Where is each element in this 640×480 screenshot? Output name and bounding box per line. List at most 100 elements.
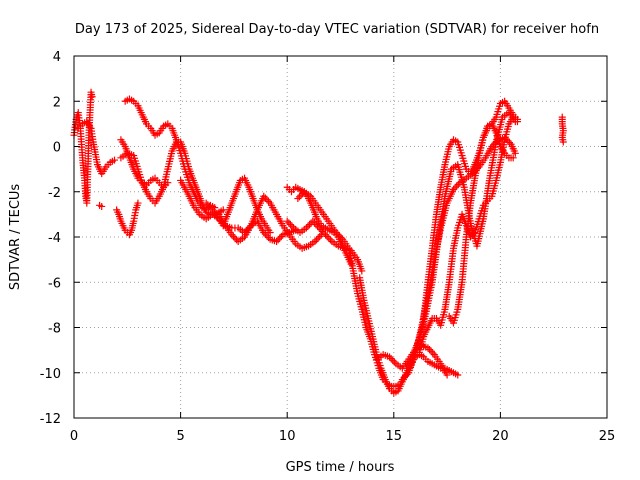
data-point (316, 232, 324, 240)
data-point (398, 376, 406, 384)
data-point (111, 156, 119, 164)
data-point (325, 234, 333, 242)
data-point (322, 231, 330, 239)
data-point (389, 356, 397, 364)
data-point (207, 204, 215, 212)
series-track-g (117, 136, 170, 191)
data-point (285, 219, 293, 227)
data-point (424, 344, 432, 352)
y-tick-label: 0 (53, 141, 61, 156)
data-point (274, 236, 282, 244)
y-tick-label: -10 (40, 367, 61, 382)
data-point (231, 234, 239, 242)
data-point (323, 232, 331, 240)
data-point (288, 222, 296, 230)
data-point (427, 347, 435, 355)
x-tick-label: 25 (599, 429, 616, 444)
data-point (261, 194, 269, 202)
data-point (318, 227, 326, 235)
data-point (283, 217, 291, 225)
data-point (304, 222, 312, 230)
data-point (402, 372, 410, 380)
y-tick-label: -12 (40, 412, 61, 427)
data-point (332, 228, 340, 236)
data-point (314, 234, 322, 242)
data-point (265, 234, 273, 242)
series-track-n (356, 274, 460, 397)
x-tick-label: 0 (70, 429, 78, 444)
data-point (205, 202, 213, 210)
data-point (311, 238, 319, 246)
data-point (337, 234, 345, 242)
data-point (390, 358, 398, 366)
data-point (426, 346, 434, 354)
chart-title: Day 173 of 2025, Sidereal Day-to-day VTE… (75, 22, 599, 37)
series-track-d (113, 201, 141, 239)
data-point (88, 93, 96, 101)
data-point (559, 138, 567, 146)
data-point (228, 231, 236, 239)
x-tick-label: 15 (386, 429, 403, 444)
data-point (334, 230, 342, 238)
data-point (386, 353, 394, 361)
data-point (451, 184, 459, 192)
x-axis-label: GPS time / hours (286, 460, 395, 475)
data-point (261, 230, 269, 238)
data-point (295, 193, 303, 201)
data-point (98, 202, 106, 210)
data-point (509, 154, 517, 162)
data-point (358, 267, 366, 275)
data-point (164, 179, 172, 187)
series-track-b (74, 118, 116, 178)
data-point (387, 355, 395, 363)
data-point (297, 191, 305, 199)
data-point (443, 371, 451, 379)
data-point (265, 197, 273, 205)
data-point (449, 185, 457, 193)
series-track-f (121, 95, 217, 214)
data-point (302, 224, 310, 232)
data-point (429, 349, 437, 357)
x-tick-label: 10 (279, 429, 296, 444)
series-track-j (215, 192, 324, 252)
data-point (260, 192, 268, 200)
data-point (511, 149, 519, 157)
data-point (134, 199, 142, 207)
data-point (504, 137, 512, 145)
data-point (294, 195, 302, 203)
data-points (70, 88, 567, 397)
x-tick-label: 20 (492, 429, 509, 444)
y-tick-label: 2 (53, 95, 61, 110)
axis-ticks: 0 5 10 15 20 25 -12 -10 -8 -6 -4 -2 0 2 4 (40, 50, 616, 444)
data-point (454, 371, 462, 379)
data-point (263, 232, 271, 240)
data-point (202, 199, 210, 207)
data-point (309, 217, 317, 225)
data-point (263, 196, 271, 204)
data-point (310, 219, 318, 227)
data-point (315, 224, 323, 232)
data-point (286, 221, 294, 229)
data-point (260, 228, 268, 236)
data-point (312, 221, 320, 229)
x-tick-label: 5 (176, 429, 184, 444)
data-point (400, 374, 408, 382)
data-point (403, 370, 411, 378)
series-track-t (445, 120, 515, 327)
data-point (317, 226, 325, 234)
data-point (326, 236, 334, 244)
y-tick-label: 4 (53, 50, 61, 65)
data-point (204, 201, 212, 209)
data-point (313, 236, 321, 244)
y-tick-label: -8 (48, 322, 61, 337)
data-point (229, 232, 237, 240)
y-tick-label: -4 (48, 231, 61, 246)
data-point (266, 228, 274, 236)
data-point (306, 221, 314, 229)
data-point (273, 238, 281, 246)
data-point (277, 232, 285, 240)
y-tick-label: -2 (48, 186, 61, 201)
data-point (335, 232, 343, 240)
data-point (276, 234, 284, 242)
